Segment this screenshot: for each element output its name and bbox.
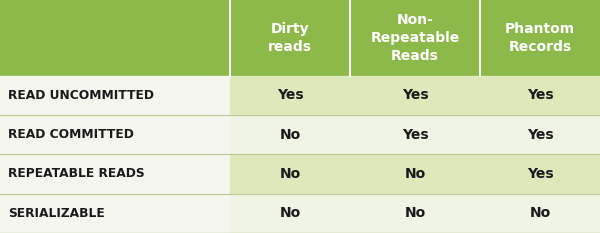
Text: Yes: Yes	[277, 88, 304, 102]
Text: Yes: Yes	[527, 167, 553, 181]
Text: Non-
Repeatable
Reads: Non- Repeatable Reads	[370, 13, 460, 63]
Bar	[0, 0, 230, 76]
Bar	[230, 115, 350, 154]
Text: READ UNCOMMITTED: READ UNCOMMITTED	[8, 89, 154, 102]
Bar	[0, 194, 230, 233]
Bar	[350, 115, 480, 154]
Text: No: No	[280, 206, 301, 220]
Bar	[0, 115, 230, 154]
Text: No: No	[280, 167, 301, 181]
Text: Phantom
Records: Phantom Records	[505, 22, 575, 54]
Bar	[0, 154, 230, 194]
Bar	[230, 154, 350, 194]
Bar	[230, 76, 350, 115]
Text: READ COMMITTED: READ COMMITTED	[8, 128, 134, 141]
Text: Yes: Yes	[401, 128, 428, 142]
Text: Yes: Yes	[527, 88, 553, 102]
Bar	[0, 76, 230, 115]
Text: No: No	[280, 128, 301, 142]
Bar	[480, 194, 600, 233]
Bar	[350, 194, 480, 233]
Text: REPEATABLE READS: REPEATABLE READS	[8, 168, 145, 181]
Bar	[480, 154, 600, 194]
Bar	[350, 154, 480, 194]
Bar	[230, 0, 350, 76]
Bar	[350, 76, 480, 115]
Text: No: No	[529, 206, 551, 220]
Text: No: No	[404, 167, 425, 181]
Bar	[480, 115, 600, 154]
Text: Dirty
reads: Dirty reads	[268, 22, 312, 54]
Bar	[480, 76, 600, 115]
Text: Yes: Yes	[527, 128, 553, 142]
Text: Yes: Yes	[401, 88, 428, 102]
Text: SERIALIZABLE: SERIALIZABLE	[8, 207, 105, 220]
Text: No: No	[404, 206, 425, 220]
Bar	[350, 0, 480, 76]
Bar	[230, 194, 350, 233]
Bar	[480, 0, 600, 76]
